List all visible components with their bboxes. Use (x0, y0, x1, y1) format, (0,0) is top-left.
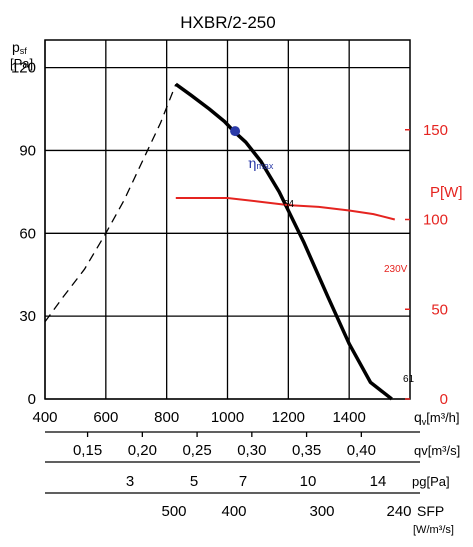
qv-m3s-scale: 0,15 0,20 0,25 0,30 0,35 0,40 (73, 432, 376, 459)
eta-subscript: max (256, 161, 274, 171)
power-tick-label: 50 (431, 301, 448, 318)
power-tick-label: 100 (423, 212, 448, 229)
pg-tick-label: 7 (239, 473, 247, 490)
pg-tick-label: 5 (190, 473, 198, 490)
qv-m3s-tick-label: 0,30 (237, 442, 266, 459)
qv-m3s-tick-label: 0,40 (347, 442, 376, 459)
chart-title: HXBR/2-250 (180, 13, 275, 32)
qv-m3s-tick-label: 0,15 (73, 442, 102, 459)
sfp-unit: [W/m³/s] (413, 524, 454, 536)
power-tick-label: 150 (423, 122, 448, 139)
y-tick-label: 90 (19, 142, 36, 159)
x-axis-label-sub: v (422, 417, 427, 427)
sfp-scale: 500 400 300 240 (161, 503, 411, 520)
grid-lines (44, 40, 410, 400)
y-tick-labels: 0 30 60 90 120 (11, 60, 36, 408)
qv-m3s-tick-label: 0,25 (182, 442, 211, 459)
pg-tick-label: 3 (126, 473, 134, 490)
y-tick-label: 0 (28, 391, 36, 408)
x-axis-label-main: q (414, 409, 422, 425)
y-axis-label-main: p (12, 39, 20, 55)
pressure-curve-extrapolated (44, 83, 177, 323)
sfp-tick-label: 500 (161, 503, 186, 520)
y-axis-unit: [Pa] (10, 56, 33, 71)
pg-tick-label: 10 (300, 473, 317, 490)
x-tick-label: 400 (32, 409, 57, 426)
power-end-label: 61 (403, 374, 415, 385)
pg-tick-label: 14 (370, 473, 387, 490)
y-tick-label: 60 (19, 225, 36, 242)
x-tick-label: 1400 (332, 409, 365, 426)
sfp-label: SFP (417, 503, 444, 519)
pg-label: pg[Pa] (412, 474, 450, 489)
power-curve-label: 230V (384, 264, 408, 275)
eta-symbol: η (248, 156, 256, 172)
x-tick-label: 1200 (272, 409, 305, 426)
x-axis-label: qv[m³/h] (414, 409, 460, 427)
power-tick-label: 0 (440, 391, 448, 408)
power-tick-labels: 0 50 100 150 (405, 122, 448, 408)
sfp-tick-label: 400 (221, 503, 246, 520)
x-tick-label: 1000 (211, 409, 244, 426)
eta-max-label: ηmax (248, 156, 274, 172)
y-tick-label: 120 (11, 60, 36, 77)
y-axis-label: psf (12, 39, 27, 56)
x-tick-label: 800 (154, 409, 179, 426)
y-axis-label-sub: sf (20, 46, 28, 56)
x-tick-label: 600 (93, 409, 118, 426)
x-axis-label-unit: [m³/h] (426, 410, 459, 425)
qv-m3s-tick-label: 0,20 (128, 442, 157, 459)
x-tick-labels: 400 600 800 1000 1200 1400 (32, 409, 365, 426)
eta-max-marker (230, 126, 241, 137)
sfp-tick-label: 240 (386, 503, 411, 520)
qv-m3s-label: qv[m³/s] (414, 443, 460, 458)
pressure-curve-label: 64 (283, 199, 295, 210)
sfp-tick-label: 300 (309, 503, 334, 520)
power-curve (175, 197, 396, 221)
pressure-curve (174, 82, 393, 401)
pg-scale: 3 5 7 10 14 (126, 473, 387, 490)
y-tick-label: 30 (19, 308, 36, 325)
qv-m3s-tick-label: 0,35 (292, 442, 321, 459)
power-axis-label: P[W] (430, 184, 463, 201)
curves (44, 82, 396, 401)
